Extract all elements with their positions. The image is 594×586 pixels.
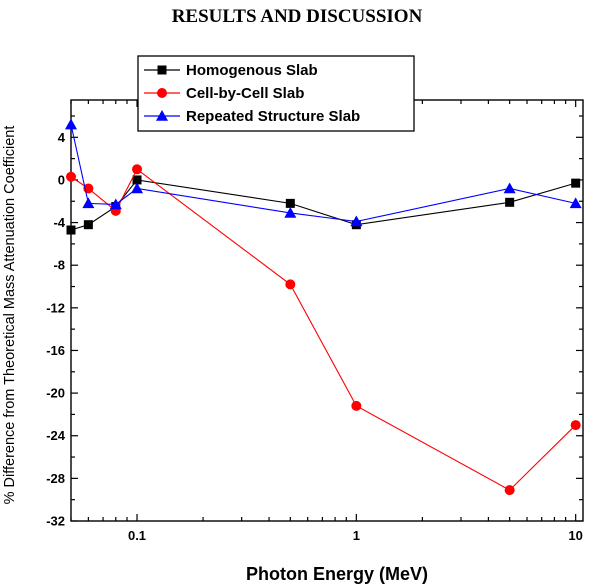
data-point [571,178,581,188]
series-line [70,124,576,223]
y-tick-label: -4 [53,215,65,230]
data-point [66,171,76,182]
x-tick-label: 0.1 [128,528,146,543]
legend-item: Cell-by-Cell Slab [144,85,304,102]
data-point [83,220,93,230]
legend-marker [157,88,167,98]
data-point [109,198,122,210]
legend-label: Homogenous Slab [186,62,318,79]
data-point [503,182,516,194]
y-tick-label: -12 [46,300,65,315]
data-point [65,118,77,130]
y-axis-ticks: 4 0 -4 -8 -12 -16 -20 -24 -28 -32 [46,115,583,529]
y-tick-label: -24 [46,428,66,443]
series-line [70,179,576,231]
y-tick-label: 4 [58,130,66,145]
data-point [132,164,143,175]
data-point [285,279,296,290]
data-point [132,175,142,185]
x-tick-label: 10 [568,528,582,543]
data-point [570,420,581,431]
legend: Homogenous Slab Cell-by-Cell Slab Repeated… [137,55,415,132]
legend-item: Repeated Structure Slab [144,108,360,125]
data-point [505,197,515,207]
data-point [82,197,95,209]
series-circle [66,164,581,496]
data-point [351,400,362,411]
legend-item: Homogenous Slab [144,62,318,79]
plot-frame [70,99,584,522]
y-tick-label: -16 [46,343,65,358]
series-layer [65,118,582,496]
section-heading: RESULTS AND DISCUSSION [171,6,423,27]
data-point [284,206,297,218]
y-tick-label: -28 [46,471,65,486]
data-point [569,197,582,209]
x-axis-title: Photon Energy (MeV) [246,564,428,584]
series-triangle [65,118,582,227]
data-point [350,215,363,227]
legend-box [137,55,415,132]
data-point [504,485,515,496]
data-point [131,182,144,194]
legend-label: Repeated Structure Slab [186,108,360,125]
y-axis-title: % Difference from Theoretical Mass Atten… [2,126,18,505]
x-tick-label: 1 [353,528,360,543]
legend-marker [157,65,167,75]
data-point [285,198,295,208]
series-line [70,168,577,491]
series-square [66,175,581,235]
y-tick-label: 0 [58,172,65,187]
y-tick-label: -8 [53,258,65,273]
x-axis-ticks: 0.1 1 10 [70,100,583,543]
y-tick-label: -20 [46,386,65,401]
legend-marker [156,110,168,121]
data-point [66,225,76,235]
legend-label: Cell-by-Cell Slab [186,85,304,102]
y-tick-label: -32 [46,514,65,529]
plot-border [70,99,584,522]
